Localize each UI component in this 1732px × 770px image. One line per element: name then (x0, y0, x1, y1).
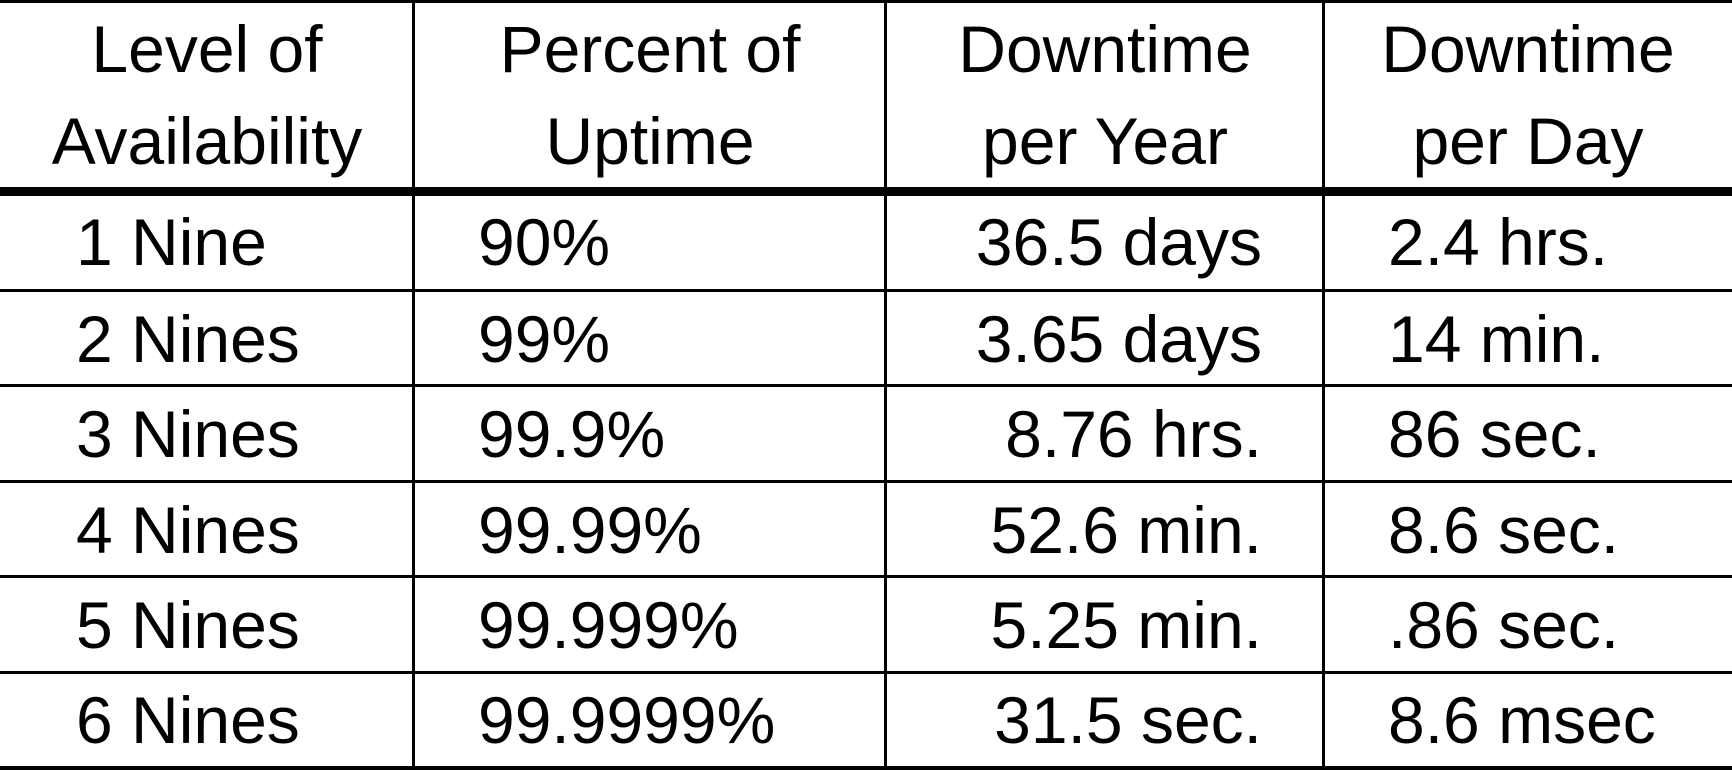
column-divider (412, 0, 415, 770)
cell-downtime-year: 5.25 min. (990, 588, 1262, 662)
row-divider (0, 289, 1732, 292)
cell-level: 4 Nines (76, 492, 300, 567)
header-level-of-availability: Level of Availability (0, 0, 414, 190)
header-downtime-per-day: Downtime per Day (1324, 0, 1732, 190)
table-row: 6 Nines 99.9999% 31.5 sec. 8.6 msec (0, 673, 1732, 767)
header-percent-of-uptime: Percent of Uptime (414, 0, 886, 190)
cell-level: 6 Nines (76, 683, 300, 757)
header-line: Percent of (499, 12, 801, 86)
table-header-row: Level of Availability Percent of Uptime … (0, 0, 1732, 190)
header-line: Uptime (545, 104, 755, 178)
column-divider (884, 0, 887, 770)
row-divider (0, 480, 1732, 483)
header-separator (0, 187, 1732, 196)
row-divider (0, 575, 1732, 578)
row-divider (0, 671, 1732, 674)
cell-downtime-year: 8.76 hrs. (1005, 397, 1262, 471)
cell-uptime: 99% (478, 301, 611, 376)
cell-level: 5 Nines (76, 588, 300, 662)
cell-downtime-year: 31.5 sec. (994, 683, 1262, 757)
table-row: 3 Nines 99.9% 8.76 hrs. 86 sec. (0, 386, 1732, 482)
cell-downtime-day: 8.6 msec (1388, 683, 1656, 757)
cell-level: 2 Nines (76, 301, 300, 376)
header-line: per Year (982, 104, 1228, 178)
header-downtime-per-year: Downtime per Year (886, 0, 1324, 190)
table-bottom-border (0, 766, 1732, 770)
header-line: Downtime (958, 12, 1252, 86)
column-divider (1322, 0, 1325, 770)
cell-uptime: 99.999% (478, 588, 739, 662)
header-line: Level of (91, 12, 323, 86)
table-top-border (0, 0, 1732, 3)
cell-downtime-day: 14 min. (1388, 301, 1605, 376)
table-row: 5 Nines 99.999% 5.25 min. .86 sec. (0, 577, 1732, 673)
cell-uptime: 99.9999% (478, 683, 776, 757)
row-divider (0, 384, 1732, 387)
cell-downtime-year: 52.6 min. (990, 492, 1262, 567)
cell-downtime-year: 36.5 days (975, 205, 1262, 279)
cell-downtime-day: 2.4 hrs. (1388, 205, 1609, 279)
cell-level: 1 Nine (76, 205, 267, 279)
header-line: per Day (1412, 104, 1644, 178)
header-line: Availability (51, 104, 363, 178)
header-line: Downtime (1381, 12, 1675, 86)
cell-downtime-day: .86 sec. (1388, 588, 1620, 662)
cell-level: 3 Nines (76, 397, 300, 471)
table-row: 2 Nines 99% 3.65 days 14 min. (0, 291, 1732, 386)
cell-uptime: 90% (478, 205, 611, 279)
cell-uptime: 99.99% (478, 492, 702, 567)
table-row: 4 Nines 99.99% 52.6 min. 8.6 sec. (0, 482, 1732, 577)
cell-downtime-day: 8.6 sec. (1388, 492, 1620, 567)
cell-downtime-day: 86 sec. (1388, 397, 1601, 471)
cell-downtime-year: 3.65 days (975, 301, 1262, 376)
table-row: 1 Nine 90% 36.5 days 2.4 hrs. (0, 193, 1732, 291)
cell-uptime: 99.9% (478, 397, 666, 471)
